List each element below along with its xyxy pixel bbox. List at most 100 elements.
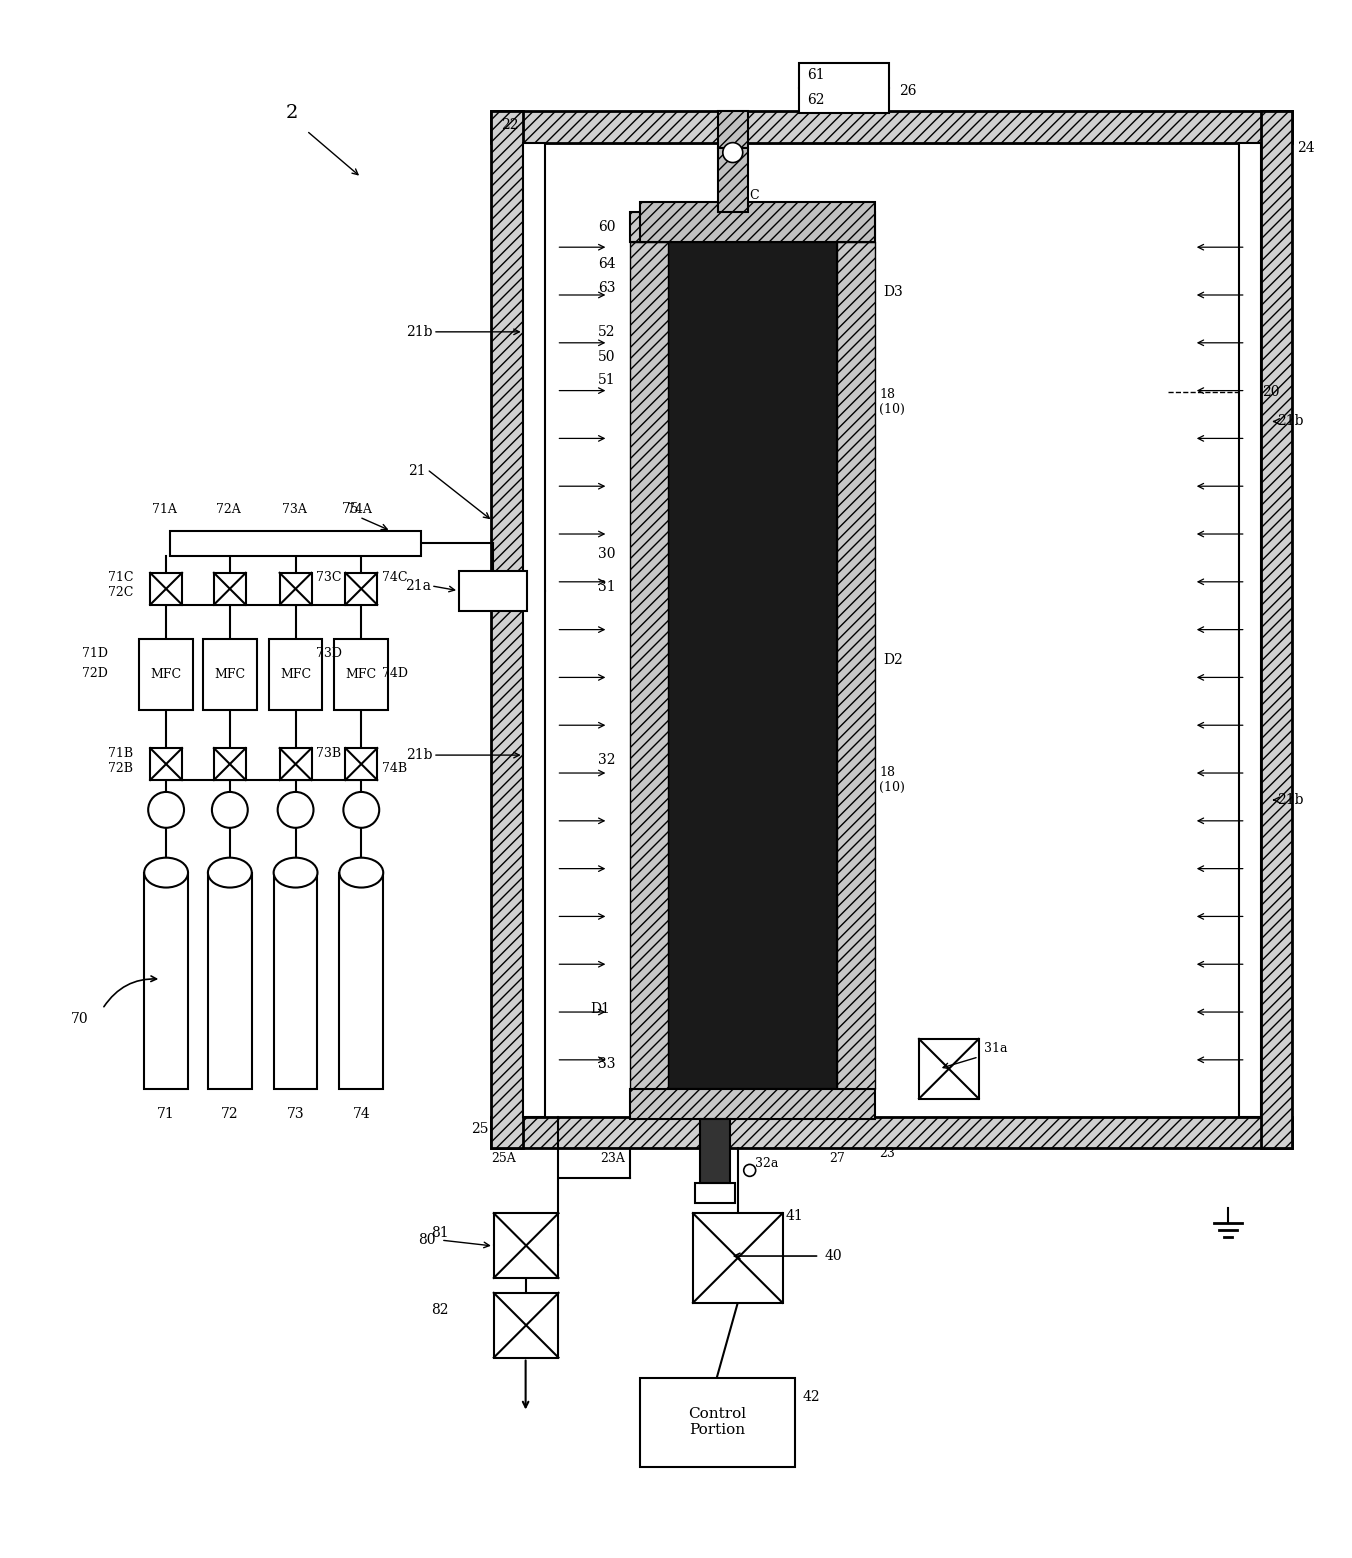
Text: 21b: 21b [1278, 793, 1305, 807]
Text: 74B: 74B [383, 762, 407, 774]
Bar [273, 872, 318, 1089]
Text: 73A: 73A [281, 503, 307, 516]
Text: Control
Portion: Control Portion [688, 1407, 746, 1438]
Bar [345, 748, 377, 781]
Text: 70: 70 [70, 1013, 88, 1027]
Text: 51: 51 [599, 372, 617, 386]
Text: 20: 20 [1261, 385, 1279, 399]
Circle shape [149, 791, 184, 827]
Bar [203, 639, 257, 710]
Bar [523, 143, 1260, 1117]
Bar [630, 241, 668, 1089]
Bar [668, 241, 837, 1089]
Bar [339, 872, 383, 1089]
Text: 71A: 71A [153, 503, 177, 516]
Bar [493, 1214, 558, 1278]
Bar [214, 573, 246, 605]
Bar [718, 111, 748, 148]
Text: 61: 61 [807, 69, 825, 83]
Bar [145, 872, 188, 1089]
Text: 42: 42 [803, 1390, 821, 1404]
Text: 27: 27 [829, 1151, 845, 1165]
Text: 74D: 74D [383, 667, 408, 679]
Text: 21b: 21b [407, 748, 433, 762]
Bar [630, 212, 875, 241]
Text: 18
(10): 18 (10) [879, 388, 904, 416]
Bar [491, 111, 1293, 143]
Circle shape [723, 143, 742, 162]
Circle shape [212, 791, 247, 827]
Bar [491, 111, 523, 1148]
Text: 73: 73 [287, 1106, 304, 1120]
Text: 25: 25 [470, 1122, 488, 1136]
Circle shape [744, 1164, 756, 1176]
Text: 72: 72 [220, 1106, 239, 1120]
Text: 73C: 73C [316, 572, 342, 584]
Bar [280, 748, 311, 781]
Text: 60: 60 [599, 220, 615, 234]
Text: 71D: 71D [82, 647, 108, 661]
Text: 72B: 72B [108, 762, 134, 774]
Text: 74: 74 [353, 1106, 370, 1120]
Text: 63: 63 [599, 280, 615, 294]
Bar [700, 1119, 730, 1184]
Text: MFC: MFC [150, 668, 181, 681]
Text: MFC: MFC [346, 668, 377, 681]
Bar [334, 639, 388, 710]
Text: 21b: 21b [1278, 414, 1305, 428]
Text: 64: 64 [599, 257, 617, 271]
Bar [1260, 111, 1293, 1148]
Bar [345, 573, 377, 605]
Text: 71: 71 [157, 1106, 174, 1120]
Text: 31a: 31a [984, 1042, 1007, 1055]
Ellipse shape [273, 857, 318, 888]
Bar [208, 872, 251, 1089]
Text: 21b: 21b [407, 326, 433, 338]
Text: D1: D1 [591, 1002, 610, 1016]
Bar [150, 748, 183, 781]
Bar [280, 573, 311, 605]
Text: 80: 80 [419, 1232, 435, 1246]
Text: 73D: 73D [316, 647, 342, 661]
Text: 72D: 72D [82, 667, 108, 679]
Bar [150, 573, 183, 605]
Text: 18
(10): 18 (10) [879, 767, 904, 795]
Text: 82: 82 [431, 1302, 449, 1317]
Text: 30: 30 [599, 547, 615, 561]
Bar [718, 148, 748, 212]
Text: 81: 81 [431, 1226, 449, 1240]
Text: 21: 21 [408, 464, 426, 478]
Bar [695, 1184, 734, 1203]
Bar [491, 1117, 1293, 1148]
Text: 72C: 72C [108, 586, 134, 600]
Text: D2: D2 [883, 653, 903, 667]
Text: 71C: 71C [108, 572, 134, 584]
Bar [458, 570, 527, 611]
Bar [493, 1293, 558, 1357]
Bar [523, 143, 545, 1117]
Bar [639, 1377, 795, 1468]
Text: 74A: 74A [347, 503, 372, 516]
Text: 23: 23 [879, 1147, 895, 1161]
Text: 71B: 71B [108, 746, 134, 760]
Text: 50: 50 [599, 349, 615, 363]
Text: 62: 62 [807, 93, 825, 108]
Text: 21a: 21a [406, 580, 431, 592]
Text: 52: 52 [599, 326, 615, 338]
Bar [694, 1214, 783, 1302]
Text: MFC: MFC [280, 668, 311, 681]
Text: 2: 2 [285, 104, 297, 122]
Text: 32: 32 [599, 753, 615, 767]
Text: 41: 41 [786, 1209, 803, 1223]
Bar [630, 1089, 875, 1119]
Text: 23A: 23A [600, 1151, 625, 1165]
Text: 24: 24 [1298, 140, 1315, 154]
Text: 32a: 32a [754, 1158, 777, 1170]
Text: 33: 33 [599, 1056, 615, 1070]
Bar [139, 639, 193, 710]
Bar [799, 62, 890, 112]
Bar [214, 748, 246, 781]
Bar [639, 203, 875, 241]
Text: C: C [750, 189, 760, 203]
Circle shape [277, 791, 314, 827]
